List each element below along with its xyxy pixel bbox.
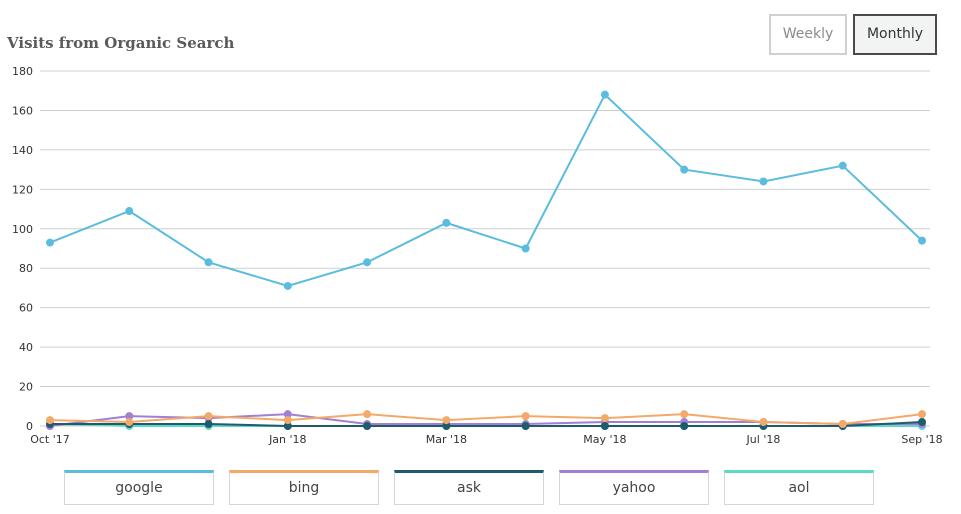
data-point-bing bbox=[759, 418, 768, 427]
legend-item-aol[interactable]: aol bbox=[724, 470, 874, 505]
x-tick-label: Jul '18 bbox=[746, 433, 781, 446]
data-point-ask bbox=[204, 420, 213, 429]
x-tick-label: Jan '18 bbox=[268, 433, 306, 446]
data-point-ask bbox=[521, 422, 530, 430]
x-tick-label: May '18 bbox=[583, 433, 626, 446]
y-tick-label: 60 bbox=[19, 302, 33, 315]
data-point-ask bbox=[680, 422, 689, 430]
data-point-bing bbox=[600, 414, 609, 423]
series-line-bing bbox=[49, 413, 923, 426]
chart-title: Visits from Organic Search bbox=[7, 34, 235, 52]
x-tick-label: Mar '18 bbox=[426, 433, 467, 446]
data-point-google bbox=[125, 207, 134, 216]
y-tick-label: 40 bbox=[19, 341, 33, 354]
data-point-yahoo bbox=[125, 412, 134, 421]
data-point-google bbox=[759, 177, 768, 186]
data-point-bing bbox=[283, 416, 292, 425]
data-point-google bbox=[442, 218, 451, 227]
data-point-ask bbox=[283, 422, 292, 430]
data-point-bing bbox=[838, 420, 847, 429]
weekly-toggle-button[interactable]: Weekly bbox=[769, 14, 847, 55]
y-tick-label: 100 bbox=[12, 223, 33, 236]
data-point-bing bbox=[204, 412, 213, 421]
data-point-bing bbox=[363, 410, 372, 419]
line-chart: 0 20 40 60 80 100 120 140 160 180 Oct '17 Jan '18 Ma… bbox=[12, 65, 943, 446]
x-tick-label: Sep '18 bbox=[901, 433, 942, 446]
y-tick-label: 120 bbox=[12, 183, 33, 196]
series-line-ask bbox=[50, 421, 923, 427]
data-point-google bbox=[521, 244, 530, 253]
y-tick-label: 0 bbox=[26, 420, 33, 433]
y-tick-label: 20 bbox=[19, 381, 33, 394]
series-line-google bbox=[49, 93, 923, 288]
x-tick-label: Oct '17 bbox=[30, 433, 70, 446]
y-tick-label: 180 bbox=[12, 65, 33, 78]
data-point-bing bbox=[918, 410, 926, 419]
data-point-bing bbox=[125, 418, 134, 427]
data-point-google bbox=[283, 281, 292, 290]
monthly-toggle-button[interactable]: Monthly bbox=[853, 14, 937, 55]
y-tick-label: 160 bbox=[12, 104, 33, 117]
data-point-bing bbox=[46, 416, 54, 425]
data-point-google bbox=[204, 258, 213, 267]
data-point-google bbox=[363, 258, 372, 267]
data-point-ask bbox=[918, 418, 926, 427]
data-point-bing bbox=[521, 412, 530, 421]
data-point-bing bbox=[442, 416, 451, 425]
y-tick-label: 80 bbox=[19, 262, 33, 275]
legend-item-yahoo[interactable]: yahoo bbox=[559, 470, 709, 505]
legend-item-ask[interactable]: ask bbox=[394, 470, 544, 505]
y-tick-label: 140 bbox=[12, 144, 33, 157]
data-point-google bbox=[600, 90, 609, 99]
data-point-bing bbox=[680, 410, 689, 419]
data-point-yahoo bbox=[283, 410, 292, 419]
data-point-google bbox=[838, 161, 847, 170]
data-point-ask bbox=[363, 422, 372, 430]
legend-item-bing[interactable]: bing bbox=[229, 470, 379, 505]
legend-item-google[interactable]: google bbox=[64, 470, 214, 505]
data-point-ask bbox=[442, 422, 451, 430]
data-point-ask bbox=[600, 422, 609, 430]
data-point-google bbox=[46, 238, 54, 247]
data-point-google bbox=[680, 165, 689, 174]
data-point-google bbox=[918, 236, 926, 245]
